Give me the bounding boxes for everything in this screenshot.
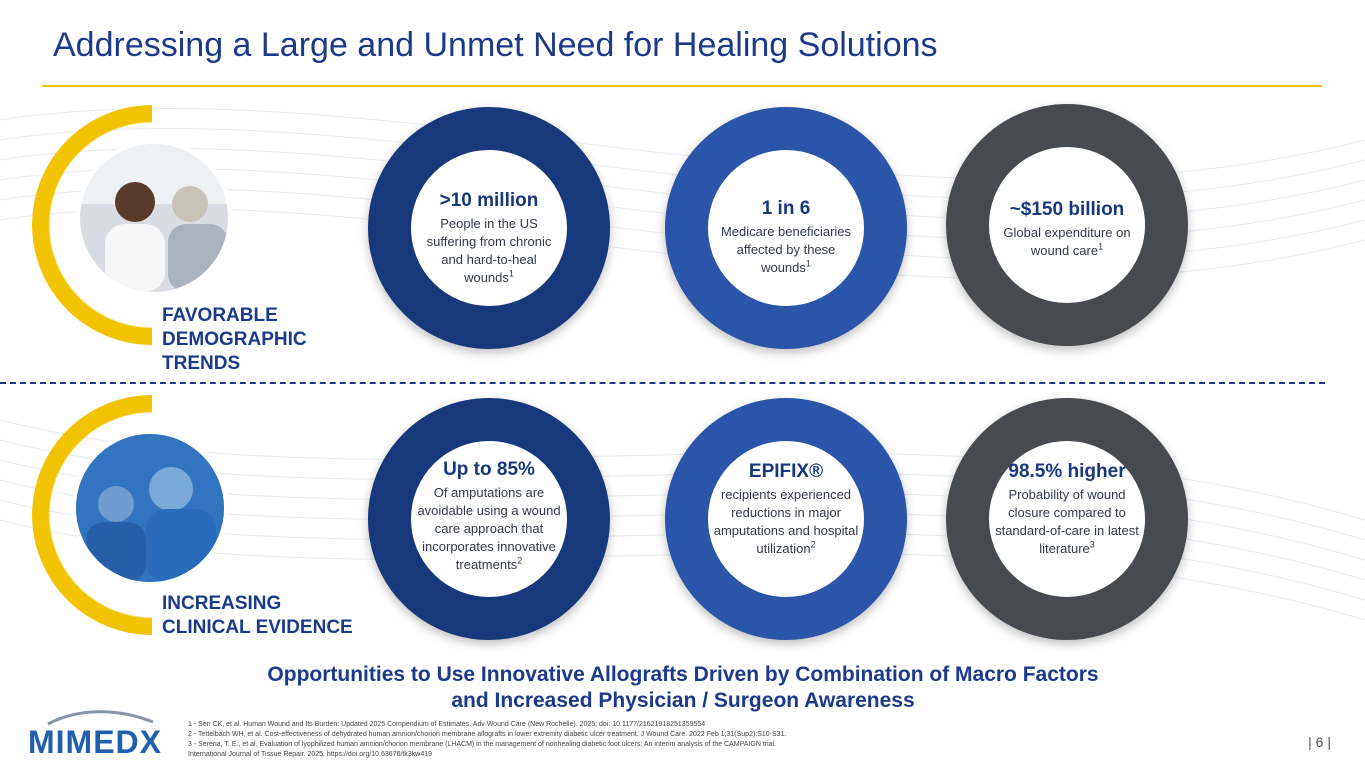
stat-headline: Up to 85% — [443, 459, 535, 480]
footnote-ref: 3 — [1089, 539, 1095, 550]
stat-body: Medicare beneficiaries affected by these… — [720, 224, 852, 275]
title-underline — [42, 85, 1322, 87]
footnotes: 1 - Sen CK, et al. Human Wound and Its B… — [188, 720, 1148, 760]
footnote-1: 1 - Sen CK, et al. Human Wound and Its B… — [188, 721, 706, 728]
stat-body: Global expenditure on wound care — [1003, 225, 1131, 258]
stat-headline: EPIFIX® — [748, 461, 824, 482]
stat-body: People in the US suffering from chronic … — [426, 216, 552, 285]
footnote-ref: 2 — [810, 539, 816, 550]
page-number: | 6 | — [1308, 734, 1331, 750]
stat-body: recipients experienced reductions in maj… — [713, 487, 859, 556]
stat-headline: 1 in 6 — [761, 198, 811, 219]
stat-ring-medicare: 1 in 6 Medicare beneficiaries affected b… — [665, 107, 907, 349]
stat-ring-epifix: EPIFIX® recipients experienced reduction… — [665, 398, 907, 640]
stat-body: Probability of wound closure compared to… — [995, 487, 1139, 556]
page-title: Addressing a Large and Unmet Need for He… — [53, 26, 938, 64]
stat-ring-people-suffering: >10 million People in the US suffering f… — [368, 107, 610, 349]
section-divider — [0, 382, 1325, 384]
stat-headline: >10 million — [439, 190, 539, 211]
footnote-3-continued: International Journal of Tissue Repair. … — [188, 751, 432, 758]
footnote-2: 2 - Tettelbach WH, et al. Cost-effective… — [188, 731, 787, 738]
footnote-3: 3 - Serena, T. E., et al. Evaluation of … — [188, 741, 777, 748]
doctor-patient-photo — [76, 140, 232, 296]
footnote-ref: 1 — [508, 268, 514, 279]
stat-ring-wound-closure: 98.5% higher Probability of wound closur… — [946, 398, 1188, 640]
tagline: Opportunities to Use Innovative Allograf… — [267, 663, 1099, 712]
mimedx-logo: MIMEDX — [28, 706, 178, 760]
footnote-ref: 1 — [805, 258, 811, 269]
stat-ring-global-expenditure: ~$150 billion Global expenditure on woun… — [946, 104, 1188, 346]
logo-swoosh-icon — [47, 710, 154, 726]
footnote-ref: 2 — [517, 555, 523, 566]
surgeons-photo — [72, 430, 228, 586]
stat-ring-amputations-avoidable: Up to 85% Of amputations are avoidable u… — [368, 398, 610, 640]
logo-text: MIMEDX — [28, 724, 162, 760]
footnote-ref: 1 — [1098, 241, 1104, 252]
stat-headline: 98.5% higher — [1008, 461, 1126, 482]
stat-body: Of amputations are avoidable using a wou… — [417, 485, 561, 572]
stat-headline: ~$150 billion — [1009, 199, 1125, 220]
section-label-demographic: FAVORABLE DEMOGRAPHIC TRENDS — [162, 305, 307, 374]
section-label-clinical: INCREASING CLINICAL EVIDENCE — [162, 593, 353, 638]
